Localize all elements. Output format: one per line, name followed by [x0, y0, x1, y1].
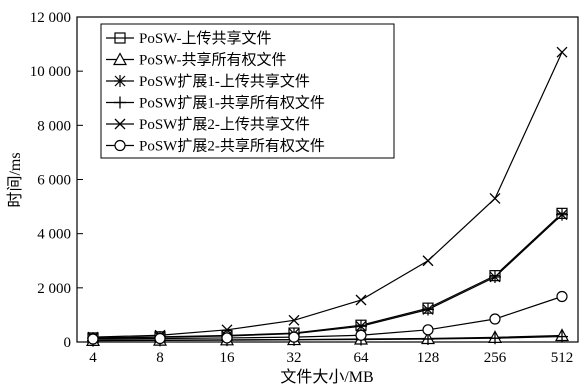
legend-box: [100, 23, 395, 159]
y-tick-label: 8 000: [37, 118, 71, 134]
legend-entry: PoSW扩展1-共享所有权文件: [106, 95, 325, 112]
data-point: [221, 332, 233, 344]
data-point: [288, 331, 300, 343]
legend-marker: [114, 32, 126, 44]
y-tick-label: 2 000: [37, 281, 71, 297]
legend-label: PoSW扩展2-共享所有权文件: [139, 138, 325, 155]
series-5: [87, 46, 568, 343]
y-tick-label: 10 000: [30, 64, 71, 80]
y-axis-ticks: 0 2 000 4 000 6 000 8 000 10 000 12 000: [30, 10, 83, 351]
data-point: [221, 324, 233, 336]
legend-label: PoSW扩展1-上传共享文件: [139, 73, 310, 90]
x-tick-label: 16: [220, 350, 236, 366]
legend-label: PoSW扩展2-上传共享文件: [139, 116, 310, 133]
legend-marker: [114, 75, 126, 87]
data-point: [355, 320, 367, 333]
data-point: [422, 303, 434, 316]
data-point: [355, 294, 367, 306]
legend-label: PoSW-上传共享文件: [139, 30, 272, 47]
legend-entry: PoSW扩展2-上传共享文件: [106, 116, 310, 133]
legend: PoSW-上传共享文件 PoSW-共享所有权文件 PoSW扩展1-上传共享文件 PoS…: [100, 23, 395, 159]
series-6: [87, 290, 568, 345]
x-tick-label: 128: [417, 350, 440, 366]
legend-entry: PoSW-共享所有权文件: [106, 52, 287, 69]
y-axis-title: 时间/ms: [6, 152, 24, 207]
x-tick-label: 8: [156, 350, 164, 366]
data-point: [87, 333, 99, 345]
data-point: [556, 290, 568, 303]
data-point: [556, 330, 568, 343]
legend-marker: [114, 96, 126, 109]
y-tick-label: 12 000: [30, 10, 71, 26]
data-point: [288, 314, 300, 326]
data-point: [556, 46, 568, 58]
y-tick-label: 0: [64, 335, 72, 351]
x-tick-label: 256: [484, 350, 507, 366]
data-point: [556, 208, 568, 221]
data-point: [489, 313, 501, 325]
legend-marker: [112, 52, 128, 66]
series-line: [92, 335, 563, 342]
x-tick-label: 4: [89, 350, 97, 366]
legend-marker: [114, 118, 126, 130]
data-point: [489, 332, 501, 345]
legend-label: PoSW扩展1-共享所有权文件: [139, 95, 325, 112]
series-line: [92, 214, 563, 339]
data-point: [489, 192, 501, 204]
data-point: [489, 271, 501, 283]
legend-entry: PoSW-上传共享文件: [106, 30, 272, 47]
x-axis-ticks: 4 8 16 32 64 128 256 512: [89, 336, 573, 366]
x-tick-label: 32: [287, 350, 302, 366]
y-tick-label: 4 000: [37, 227, 71, 243]
x-tick-label: 64: [354, 350, 370, 366]
data-point: [422, 324, 434, 336]
series-layer: [85, 46, 570, 347]
legend-entry: PoSW扩展1-上传共享文件: [106, 73, 310, 90]
x-tick-label: 512: [551, 350, 574, 366]
data-point: [154, 332, 166, 345]
series-line: [92, 51, 563, 338]
y-tick-label: 6 000: [37, 173, 71, 189]
data-point: [355, 329, 367, 341]
x-axis-title: 文件大小/MB: [280, 368, 373, 386]
legend-label: PoSW-共享所有权文件: [139, 52, 287, 69]
legend-marker: [114, 139, 126, 152]
series-line: [92, 295, 563, 340]
legend-entry: PoSW扩展2-共享所有权文件: [106, 138, 325, 155]
data-point: [422, 255, 434, 267]
